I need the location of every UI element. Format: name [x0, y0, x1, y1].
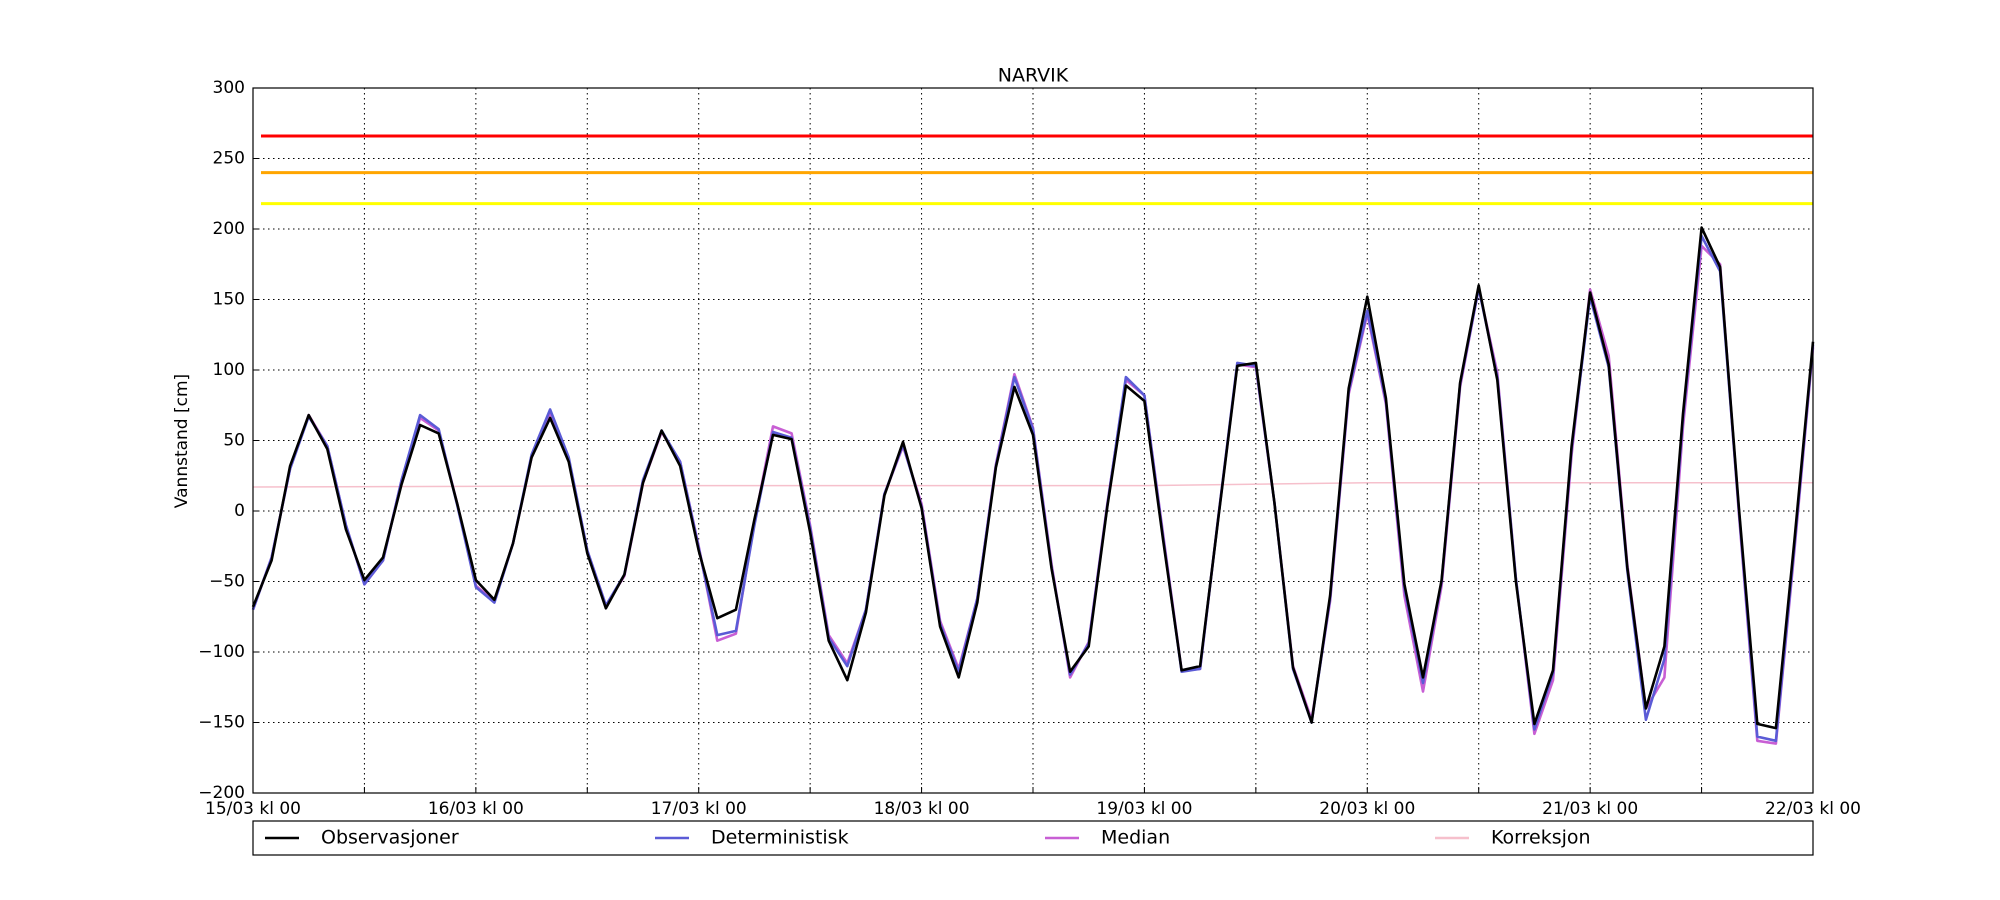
y-tick-label: −200	[198, 783, 245, 803]
y-axis-label: Vannstand [cm]	[172, 374, 192, 508]
legend-label: Observasjoner	[321, 827, 459, 849]
y-tick-label: 50	[223, 431, 245, 451]
y-tick-label: 300	[213, 78, 245, 98]
series-line	[252, 482, 1813, 488]
legend-box	[252, 820, 1814, 856]
x-tick-label: 17/03 kl 00	[651, 799, 747, 819]
y-tick-label: 200	[213, 219, 245, 239]
legend-label: Deterministisk	[711, 827, 849, 849]
y-tick-label: 150	[213, 290, 245, 310]
x-tick-label: 20/03 kl 00	[1319, 799, 1415, 819]
x-tick-label: 15/03 kl 00	[205, 799, 301, 819]
x-tick-label: 18/03 kl 00	[874, 799, 970, 819]
chart-title: NARVIK	[998, 65, 1069, 87]
y-tick-label: 100	[213, 360, 245, 380]
x-tick-label: 21/03 kl 00	[1542, 799, 1638, 819]
x-tick-label: 22/03 kl 00	[1765, 799, 1861, 819]
y-tick-label: −150	[198, 713, 245, 733]
legend-label: Korreksjon	[1491, 827, 1591, 849]
y-tick-label: −50	[209, 572, 245, 592]
legend-label: Median	[1101, 827, 1170, 849]
x-tick-label: 16/03 kl 00	[428, 799, 524, 819]
plot-frame	[252, 87, 1814, 794]
y-tick-label: −100	[198, 642, 245, 662]
y-tick-label: 250	[213, 149, 245, 169]
x-tick-label: 19/03 kl 00	[1096, 799, 1192, 819]
series-line	[251, 226, 1815, 730]
y-tick-label: 0	[234, 501, 245, 521]
